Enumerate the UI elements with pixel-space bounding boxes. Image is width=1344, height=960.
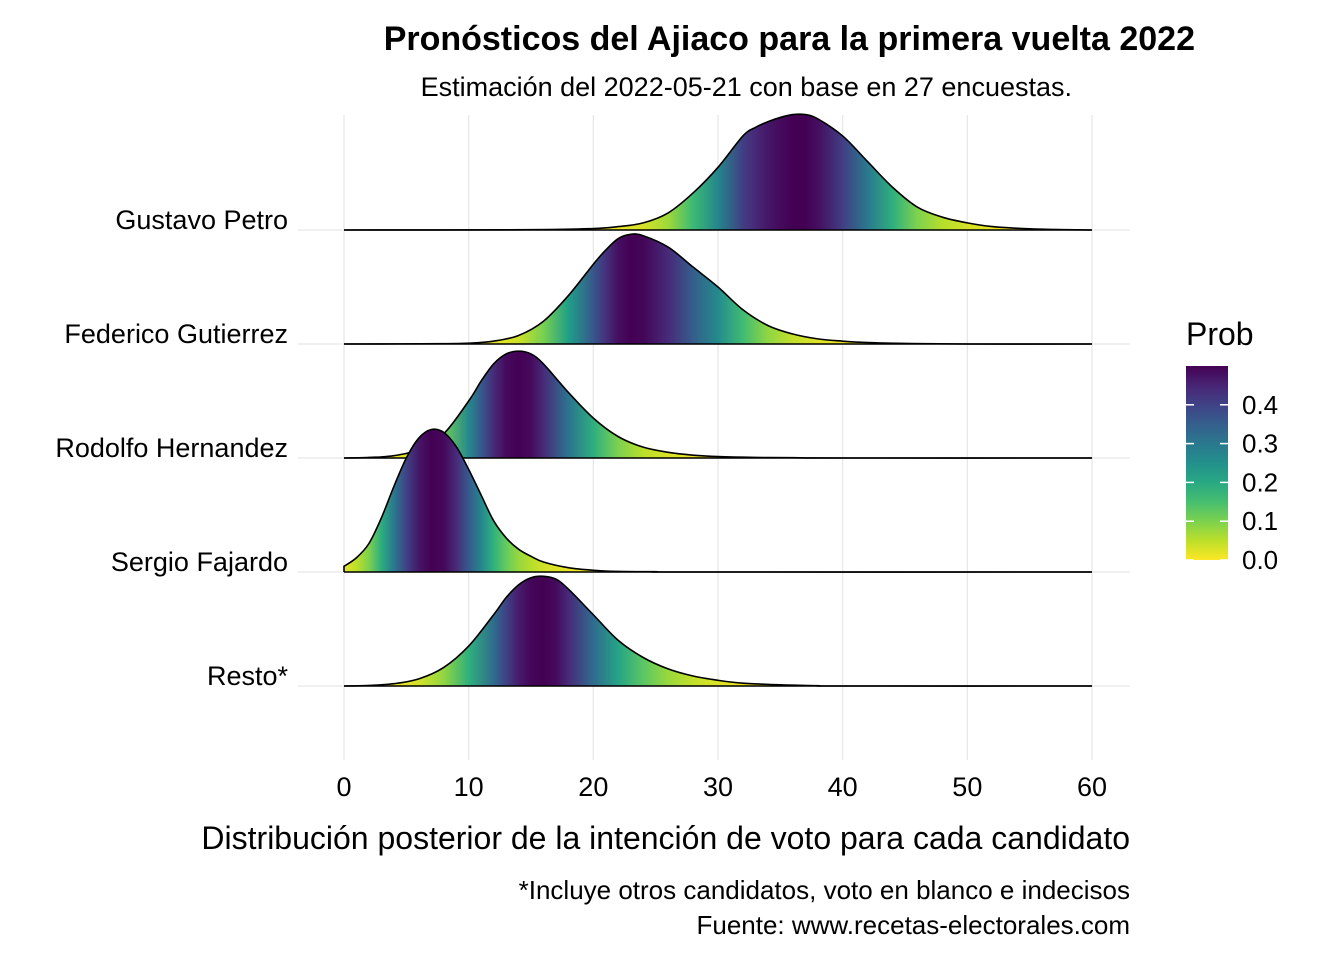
ridge-area-1: [344, 233, 1092, 345]
legend: Prob 0.0 0.1 0.2 0.3 0.4: [1186, 316, 1278, 575]
category-label-2: Rodolfo Hernandez: [55, 433, 288, 463]
ridge-outline-4: [343, 575, 1093, 687]
ridge-4: [343, 575, 1093, 687]
x-tick-label-4: 40: [828, 772, 858, 802]
ridge-outline-0: [343, 113, 1093, 231]
ridge-0: [343, 113, 1093, 231]
ridge-1: [343, 233, 1093, 345]
ridge-area-2: [344, 351, 1092, 459]
legend-tick-label-4: 0.4: [1242, 390, 1278, 420]
legend-tick-label-3: 0.3: [1242, 429, 1278, 459]
x-axis-ticks: 0 10 20 30 40 50 60: [336, 772, 1107, 802]
ridge-3: [343, 428, 1093, 573]
x-tick-label-5: 50: [952, 772, 982, 802]
category-label-4: Resto*: [207, 661, 289, 691]
x-tick-label-0: 0: [336, 772, 351, 802]
ridge-area-4: [344, 576, 1092, 687]
chart-subtitle: Estimación del 2022-05-21 con base en 27…: [421, 72, 1072, 102]
x-tick-label-3: 30: [703, 772, 733, 802]
legend-tick-label-1: 0.1: [1242, 506, 1278, 536]
x-tick-label-2: 20: [578, 772, 608, 802]
category-label-3: Sergio Fajardo: [111, 547, 288, 577]
x-tick-label-1: 10: [454, 772, 484, 802]
ridge-area-0: [344, 114, 1092, 230]
x-axis-label: Distribución posterior de la intención d…: [201, 820, 1130, 856]
legend-title: Prob: [1186, 316, 1254, 352]
caption-line-2: Fuente: www.recetas-electorales.com: [696, 910, 1130, 940]
legend-tick-label-0: 0.0: [1242, 545, 1278, 575]
legend-colorbar: [1186, 366, 1228, 560]
category-label-1: Federico Gutierrez: [64, 319, 288, 349]
ridge-outline-1: [343, 233, 1093, 345]
x-tick-label-6: 60: [1077, 772, 1107, 802]
category-labels: Gustavo Petro Federico Gutierrez Rodolfo H…: [55, 205, 288, 691]
chart-title: Pronósticos del Ajiaco para la primera v…: [384, 20, 1195, 58]
caption-line-1: *Incluye otros candidatos, voto en blanc…: [519, 875, 1130, 905]
legend-tick-label-2: 0.2: [1242, 467, 1278, 497]
category-label-0: Gustavo Petro: [115, 205, 288, 235]
ridge-area-3: [344, 429, 1092, 573]
ridges: [343, 113, 1093, 687]
